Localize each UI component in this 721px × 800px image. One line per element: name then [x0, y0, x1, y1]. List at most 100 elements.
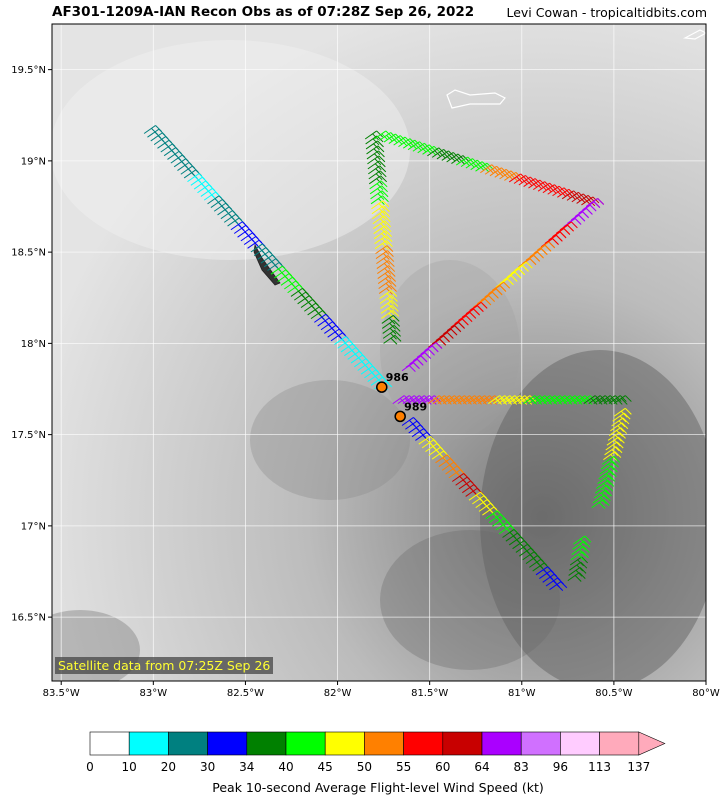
wind-barb	[608, 395, 627, 405]
lat-tick-label: 19.5°N	[11, 65, 46, 76]
wind-barb	[427, 395, 446, 405]
wind-barb	[543, 395, 562, 405]
colorbar-bin	[403, 731, 444, 756]
wind-barb	[538, 395, 557, 405]
pressure-label: 986	[386, 371, 409, 384]
wind-barb	[570, 551, 589, 561]
wind-barb	[528, 395, 547, 405]
wind-barb	[417, 395, 436, 405]
wind-barb	[493, 395, 512, 405]
colorbar-label: 50	[357, 760, 372, 774]
wind-barb	[608, 427, 628, 437]
wind-barb	[508, 395, 527, 405]
wind-barb	[503, 395, 522, 405]
lon-tick-label: 80.5°W	[595, 688, 632, 699]
colorbar-label: 64	[474, 760, 489, 774]
wind-barb	[401, 362, 420, 372]
lon-tick-label: 80°W	[692, 688, 720, 699]
wind-barb	[533, 395, 552, 405]
lon-tick-label: 83.5°W	[43, 688, 80, 699]
colorbar-bin	[89, 731, 130, 756]
colorbar-bin	[324, 731, 365, 756]
pressure-observations: 986 989	[376, 371, 427, 423]
colorbar-label: 96	[553, 760, 568, 774]
wind-barb	[601, 455, 621, 466]
colorbar-bin	[128, 731, 169, 756]
wind-barb	[573, 395, 592, 405]
wind-barb	[513, 395, 532, 405]
wind-barb	[597, 475, 616, 485]
credit-text: Levi Cowan - tropicaltidbits.com	[506, 5, 707, 20]
colorbar-bin	[246, 731, 287, 756]
colorbar-label: 60	[435, 760, 450, 774]
satellite-note: Satellite data from 07:25Z Sep 26	[55, 657, 274, 674]
wind-barb	[607, 431, 626, 442]
map-grid	[52, 24, 707, 681]
pressure-marker	[394, 410, 406, 423]
wind-barb	[383, 334, 402, 345]
wind-barb	[583, 395, 602, 405]
colorbar-bin	[207, 731, 248, 756]
wind-barb	[487, 395, 507, 405]
wind-barb	[457, 395, 476, 405]
lat-tick-label: 18°N	[21, 339, 46, 350]
wind-barb	[392, 395, 411, 405]
wind-barb	[462, 395, 481, 405]
cayman-brac-outline	[446, 89, 506, 109]
wind-barb	[610, 422, 629, 432]
colorbar-end-label: 137	[627, 760, 650, 774]
wind-barb	[563, 395, 582, 405]
wind-barb	[407, 395, 426, 405]
wind-barbs	[143, 125, 632, 591]
lon-tick-label: 82.5°W	[227, 688, 264, 699]
pressure-label: 989	[404, 400, 427, 413]
lat-tick-label: 18.5°N	[11, 248, 46, 259]
colorbar-label: 10	[122, 760, 137, 774]
colorbar-label: 113	[588, 760, 611, 774]
wind-barb	[568, 395, 587, 405]
wind-barb	[593, 489, 612, 500]
wind-barb	[422, 395, 441, 405]
wind-barb	[604, 446, 623, 456]
wind-barb	[613, 407, 632, 418]
colorbar-bin	[520, 731, 561, 756]
wind-barb	[442, 395, 461, 405]
wind-barb	[591, 499, 610, 509]
colorbar-bin	[364, 731, 404, 756]
map-frame	[51, 23, 707, 682]
colorbar-label: 45	[318, 760, 333, 774]
wind-barb	[472, 395, 492, 405]
wind-barb	[606, 436, 625, 447]
wind-barb	[477, 395, 497, 405]
lat-tick-label: 16.5°N	[11, 613, 46, 624]
lat-tick-label: 17°N	[21, 521, 46, 532]
colorbar-label: 30	[200, 760, 215, 774]
wind-barb	[598, 395, 617, 405]
colorbar-bin	[599, 731, 640, 756]
colorbar-bin	[560, 731, 600, 756]
colorbar-bin	[285, 731, 326, 756]
wind-barb	[578, 395, 597, 405]
colorbar-label: 20	[161, 760, 176, 774]
colorbar: 0 10 20 30 34 40 45 50 55 60 64 83 96 113 137	[86, 731, 666, 774]
wind-barb	[558, 395, 577, 405]
map-title: AF301-1209A-IAN Recon Obs as of 07:28Z S…	[52, 4, 475, 20]
wind-barb	[571, 546, 590, 556]
lon-tick-label: 81.5°W	[411, 688, 448, 699]
colorbar-bin	[442, 731, 483, 756]
colorbar-label: 55	[396, 760, 411, 774]
wind-barb	[452, 395, 471, 405]
wind-barb	[613, 395, 632, 405]
latitude-axis: 16.5°N 17°N 17.5°N 18°N 18.5°N 19°N 19.5°N	[11, 65, 52, 624]
colorbar-label: 34	[239, 760, 254, 774]
wind-barb	[447, 395, 466, 405]
wind-barb	[572, 540, 591, 551]
wind-barb	[397, 395, 416, 405]
wind-barb	[599, 465, 618, 476]
wind-barb	[588, 395, 607, 405]
wind-barb	[567, 572, 586, 582]
wind-barb	[605, 441, 624, 452]
lon-tick-label: 82°W	[324, 688, 352, 699]
lon-tick-label: 81°W	[508, 688, 536, 699]
